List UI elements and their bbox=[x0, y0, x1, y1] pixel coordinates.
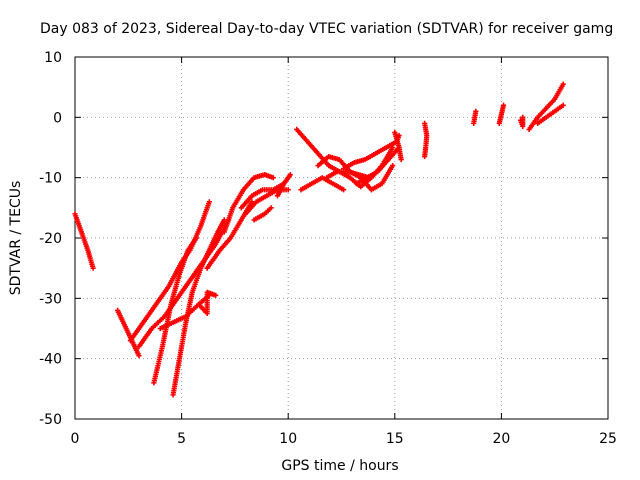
data-points bbox=[72, 81, 566, 398]
data-point bbox=[90, 265, 96, 271]
data-point bbox=[268, 205, 274, 211]
y-tick-label: -40 bbox=[39, 352, 62, 368]
data-point bbox=[287, 172, 293, 178]
data-point bbox=[500, 102, 507, 108]
data-point bbox=[213, 292, 219, 298]
y-axis-label: SDTVAR / TECUs bbox=[8, 181, 24, 296]
data-point bbox=[206, 199, 212, 205]
data-point bbox=[473, 108, 479, 114]
x-tick-labels: 0 5 10 15 20 25 bbox=[71, 431, 617, 447]
data-point bbox=[422, 153, 428, 160]
chart-title: Day 083 of 2023, Sidereal Day-to-day VTE… bbox=[40, 21, 613, 37]
y-tick-label: -30 bbox=[39, 291, 62, 307]
x-tick-label: 0 bbox=[71, 431, 80, 447]
y-tick-label: 10 bbox=[44, 50, 62, 66]
data-point bbox=[136, 353, 142, 359]
grid-lines bbox=[75, 57, 608, 419]
data-point bbox=[193, 235, 200, 241]
x-axis-label: GPS time / hours bbox=[281, 458, 398, 474]
plot-frame bbox=[74, 56, 609, 420]
data-point bbox=[560, 102, 566, 108]
data-point bbox=[398, 156, 404, 163]
x-tick-label: 15 bbox=[386, 431, 404, 447]
data-point bbox=[341, 187, 347, 193]
x-tick-label: 5 bbox=[177, 431, 186, 447]
data-point bbox=[270, 175, 276, 181]
x-tick-label: 10 bbox=[279, 431, 297, 447]
data-point bbox=[390, 163, 396, 169]
y-tick-label: -50 bbox=[39, 412, 62, 428]
x-tick-label: 25 bbox=[599, 431, 617, 447]
x-tick-label: 20 bbox=[492, 431, 510, 447]
data-point bbox=[560, 81, 566, 87]
data-point bbox=[285, 187, 291, 193]
y-tick-label: 0 bbox=[53, 110, 62, 126]
y-tick-label: -10 bbox=[39, 171, 62, 187]
y-tick-labels: 10 0 -10 -20 -30 -40 -50 bbox=[39, 50, 62, 428]
axis-ticks bbox=[74, 56, 609, 420]
y-tick-label: -20 bbox=[39, 231, 62, 247]
data-point bbox=[520, 114, 526, 120]
